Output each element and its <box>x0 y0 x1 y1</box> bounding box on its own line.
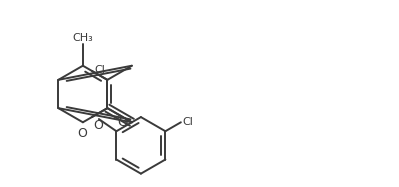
Text: CH₃: CH₃ <box>73 33 93 44</box>
Text: O: O <box>117 116 128 129</box>
Text: O: O <box>93 119 103 132</box>
Text: Cl: Cl <box>183 117 194 127</box>
Text: Cl: Cl <box>94 65 105 75</box>
Text: O: O <box>77 127 87 140</box>
